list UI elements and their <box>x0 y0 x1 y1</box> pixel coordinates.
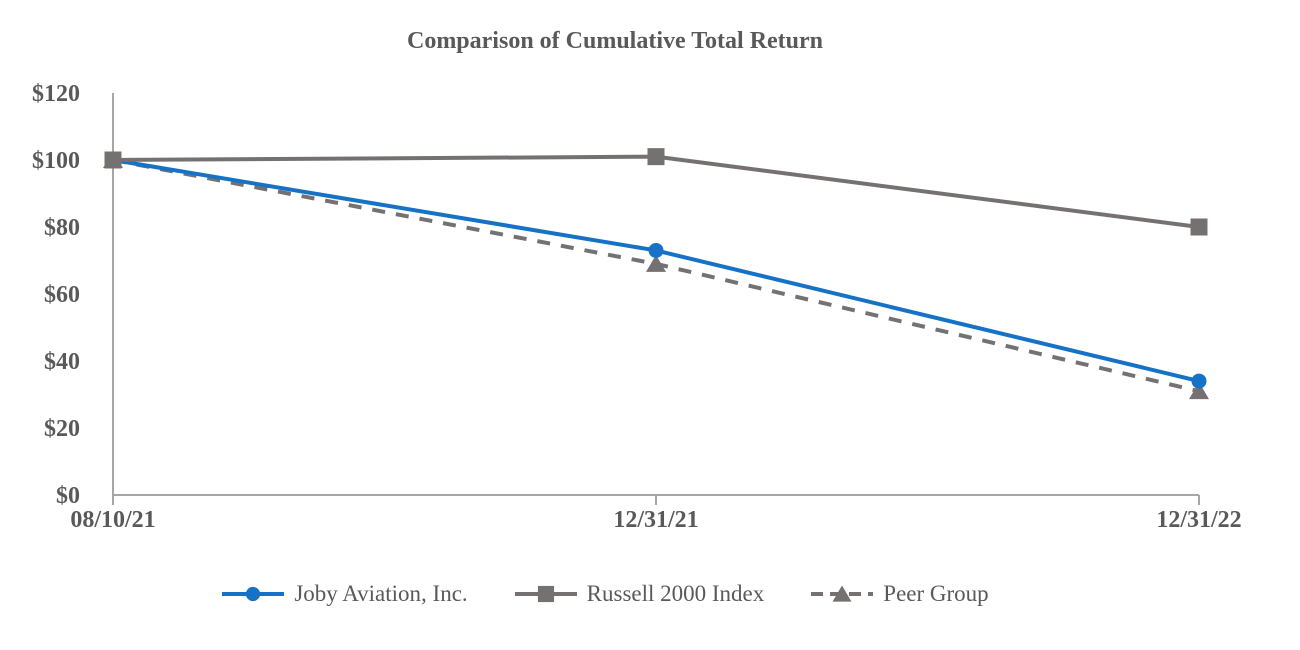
circle-marker <box>648 242 664 258</box>
y-axis-tick-label: $100 <box>32 148 80 174</box>
x-axis-tick-label: 12/31/22 <box>1156 507 1241 533</box>
series-line-peer <box>112 158 1200 394</box>
legend-item-russell: Russell 2000 Index <box>514 581 765 607</box>
legend-label-peer: Peer Group <box>883 581 989 606</box>
triangle-marker <box>832 585 852 602</box>
circle-marker <box>246 586 261 602</box>
circle-marker <box>1191 373 1207 389</box>
square-marker <box>1190 218 1208 236</box>
y-axis-tick-label: $0 <box>56 483 80 509</box>
triangle-marker <box>646 254 666 272</box>
series-line-russell <box>112 154 1200 229</box>
legend-item-peer: Peer Group <box>810 581 989 607</box>
y-axis-tick-label: $120 <box>32 81 80 107</box>
legend-marker-svg <box>811 585 874 602</box>
legend-label-joby: Joby Aviation, Inc. <box>294 581 468 606</box>
y-axis-tick-label: $40 <box>44 349 80 375</box>
joby-line-marker-icon <box>221 583 285 605</box>
legend-marker-svg <box>514 585 577 603</box>
square-marker <box>647 148 665 166</box>
y-axis-tick-label: $80 <box>44 215 80 241</box>
x-axis-tick-label: 08/10/21 <box>70 507 155 533</box>
y-axis-tick-label: $60 <box>44 282 80 308</box>
peer-line-marker-icon <box>810 583 874 605</box>
russell-line-marker-icon <box>514 583 578 605</box>
square-marker <box>537 585 554 603</box>
chart-title: Comparison of Cumulative Total Return <box>406 28 824 54</box>
legend-item-joby: Joby Aviation, Inc. <box>221 581 468 607</box>
triangle-marker <box>1189 382 1209 400</box>
y-axis-tick-label: $20 <box>44 416 80 442</box>
legend-marker-svg <box>222 586 285 602</box>
legend: Joby Aviation, Inc. Russell 2000 Index P… <box>10 578 1200 610</box>
legend-label-russell: Russell 2000 Index <box>586 581 765 606</box>
square-marker <box>104 151 122 169</box>
x-axis-tick-label: 12/31/21 <box>613 507 698 533</box>
